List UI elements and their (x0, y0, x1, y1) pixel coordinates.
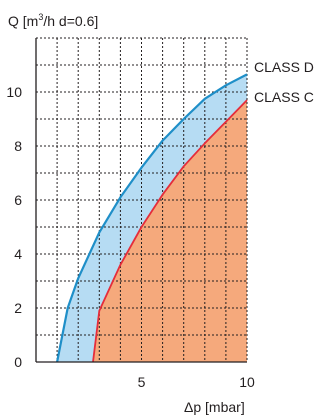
y-tick-label: 2 (14, 300, 22, 316)
series-line-class-d (56, 73, 248, 363)
x-axis-label: Δp [mbar] (184, 399, 245, 415)
x-tick-label: 5 (138, 374, 146, 390)
series-label-class-c: CLASS C (254, 89, 314, 105)
y-tick-label: 0 (14, 354, 22, 370)
x-tick-label: 10 (239, 374, 255, 390)
y-tick-label: 10 (6, 84, 22, 100)
series-line-class-c (92, 99, 248, 363)
y-axis-label: Q [m3/h d=0.6] (8, 12, 98, 29)
y-tick-label: 4 (14, 246, 22, 262)
class-d-band-area (57, 74, 247, 363)
series-label-class-d: CLASS D (254, 59, 314, 75)
y-tick-label: 8 (14, 138, 22, 154)
y-axis-label-suffix: /h d=0.6] (43, 13, 98, 29)
class-c-area (92, 100, 247, 362)
y-axis-label-sup: 3 (38, 12, 43, 22)
y-tick-label: 6 (14, 192, 22, 208)
y-axis-label-prefix: Q [m (8, 13, 38, 29)
